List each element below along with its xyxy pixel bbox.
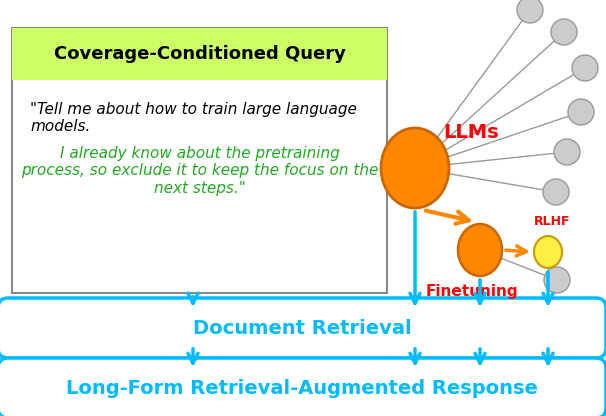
Circle shape bbox=[554, 139, 580, 165]
Circle shape bbox=[572, 55, 598, 81]
Text: I already know about the pretraining
process, so exclude it to keep the focus on: I already know about the pretraining pro… bbox=[21, 146, 378, 196]
FancyBboxPatch shape bbox=[0, 358, 606, 416]
Ellipse shape bbox=[381, 128, 449, 208]
Circle shape bbox=[517, 0, 543, 23]
Text: RLHF: RLHF bbox=[534, 215, 570, 228]
Circle shape bbox=[544, 267, 570, 293]
Text: "Tell me about how to train large language
models.: "Tell me about how to train large langua… bbox=[30, 102, 357, 134]
Circle shape bbox=[543, 179, 569, 205]
Circle shape bbox=[568, 99, 594, 125]
FancyBboxPatch shape bbox=[12, 28, 387, 80]
FancyBboxPatch shape bbox=[12, 28, 387, 293]
Text: Finetuning: Finetuning bbox=[425, 284, 518, 299]
Ellipse shape bbox=[534, 236, 562, 268]
Circle shape bbox=[551, 19, 577, 45]
Text: LLMs: LLMs bbox=[443, 122, 499, 141]
Text: Document Retrieval: Document Retrieval bbox=[193, 319, 411, 337]
Text: Coverage-Conditioned Query: Coverage-Conditioned Query bbox=[53, 45, 345, 63]
FancyBboxPatch shape bbox=[0, 298, 606, 358]
Text: Long-Form Retrieval-Augmented Response: Long-Form Retrieval-Augmented Response bbox=[66, 379, 538, 398]
Ellipse shape bbox=[458, 224, 502, 276]
